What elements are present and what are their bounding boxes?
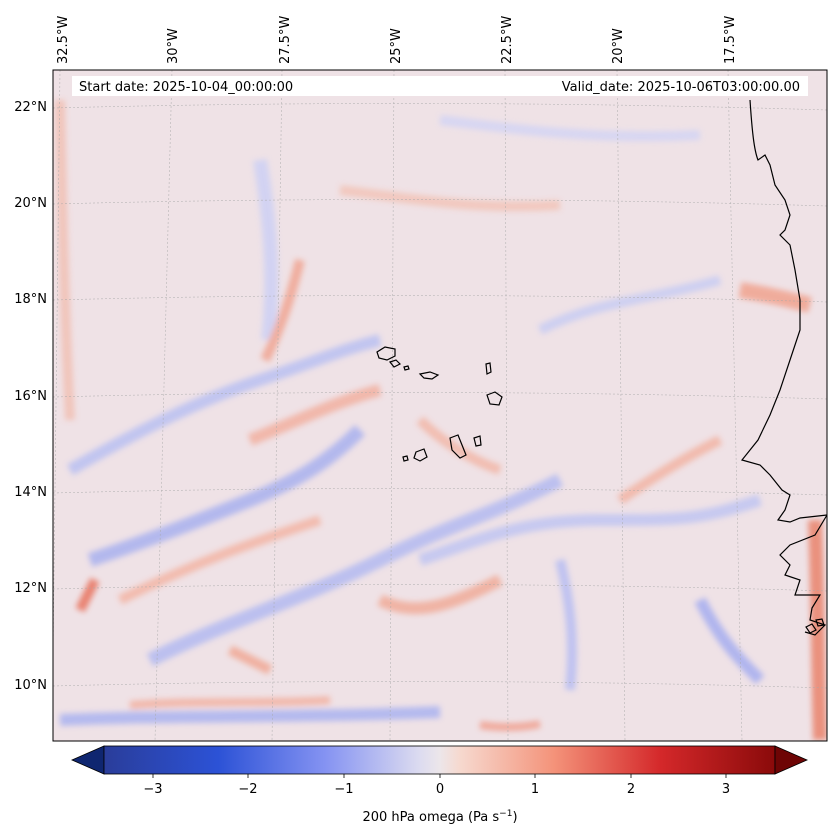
positive-streak (377, 574, 503, 615)
africa-coast (740, 99, 827, 636)
positive-streak (129, 696, 331, 709)
lat-label: 14°N (14, 485, 47, 500)
date-header-box (72, 76, 808, 96)
negative-streak (146, 473, 564, 667)
colorbar-tick-label: 0 (436, 782, 444, 797)
lat-label: 10°N (14, 678, 47, 693)
colorbar-tick-label: −3 (143, 782, 162, 797)
positive-streak (247, 384, 382, 446)
positive-streak (416, 416, 502, 475)
positive-streak (339, 185, 561, 212)
negative-streak (87, 425, 365, 567)
omega-field: Start date: 2025-10-04_00:00:00 Valid_da… (53, 70, 827, 741)
colorbar-tick-label: 3 (722, 782, 730, 797)
colorbar-tick-label: −2 (238, 782, 257, 797)
lon-label: 27.5°W (278, 16, 293, 64)
negative-streak (555, 558, 577, 691)
lon-label: 22.5°W (500, 16, 515, 64)
map-frame (52, 69, 828, 742)
lat-label: 18°N (14, 292, 47, 307)
negative-streak (439, 115, 701, 142)
colorbar-tick-label: 1 (531, 782, 539, 797)
island-maio (473, 435, 482, 447)
colorbar-title: 200 hPa omega (Pa s−1) (362, 809, 517, 825)
island-santa-luzia (403, 365, 410, 371)
field-background (53, 70, 827, 741)
negative-streak (694, 597, 765, 685)
valid-date-label: Valid_date: 2025-10-06T03:00:00.00 (562, 80, 800, 95)
lon-label: 25°W (389, 28, 404, 64)
colorbar-left-extend (71, 745, 105, 775)
colorbar-title-exponent: −1 (499, 809, 512, 819)
positive-streak (617, 435, 723, 505)
lon-label: 32.5°W (56, 16, 71, 64)
colorbar-tick-label: −1 (334, 782, 353, 797)
coastlines (376, 99, 827, 636)
positive-streak (55, 99, 75, 421)
positive-streak (808, 519, 827, 741)
island-santiago (449, 434, 467, 459)
island-sal (485, 362, 492, 375)
latitude-labels: 22°N 20°N 18°N 16°N 14°N 12°N 10°N (14, 100, 47, 693)
positive-streak (738, 282, 812, 313)
start-date-label: Start date: 2025-10-04_00:00:00 (79, 80, 293, 95)
positive-streak (117, 515, 322, 605)
lat-label: 12°N (14, 581, 47, 596)
positive-streak (227, 645, 273, 675)
lat-label: 20°N (14, 196, 47, 211)
lat-label: 16°N (14, 389, 47, 404)
lon-label: 17.5°W (723, 16, 738, 64)
negative-streak (67, 334, 382, 476)
colorbar-body (103, 745, 776, 775)
island-boa-vista (486, 391, 503, 406)
bijagos-islands (805, 618, 825, 634)
positive-streak (479, 720, 541, 732)
colorbar: −3 −2 −1 0 1 2 3 200 hPa omega (Pa s−1) (71, 745, 808, 825)
lat-label: 22°N (14, 100, 47, 115)
longitude-labels: 32.5°W 30°W 27.5°W 25°W 22.5°W 20°W 17.5… (56, 16, 738, 64)
colorbar-title-main: 200 hPa omega (Pa s (362, 810, 499, 825)
negative-streak (59, 706, 441, 726)
island-sao-vicente (388, 359, 402, 368)
island-fogo (413, 448, 428, 462)
colorbar-ticks (152, 774, 727, 778)
colorbar-right-extend (774, 745, 808, 775)
colorbar-title-close: ) (512, 810, 517, 825)
positive-streak (260, 258, 305, 363)
negative-streak (537, 275, 722, 335)
island-brava (402, 455, 409, 462)
island-santo-antao (376, 346, 396, 361)
lon-label: 20°W (611, 28, 626, 64)
lon-label: 30°W (166, 28, 181, 64)
positive-streak (75, 577, 100, 613)
island-sao-nicolau (418, 371, 440, 380)
negative-streak (418, 494, 762, 566)
negative-streak (253, 158, 279, 341)
colorbar-tick-label: 2 (627, 782, 635, 797)
